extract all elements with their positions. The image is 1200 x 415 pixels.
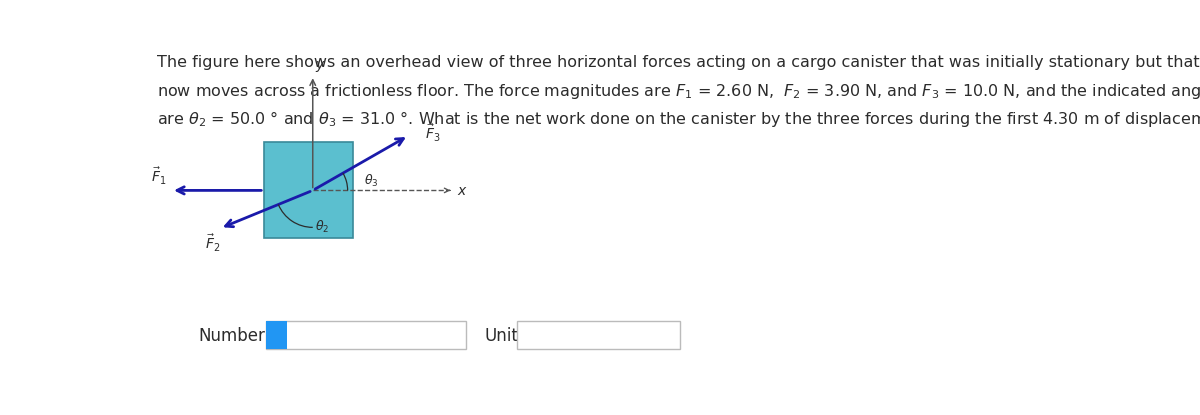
Text: ∨: ∨ — [668, 329, 679, 343]
Text: $\theta_2$: $\theta_2$ — [314, 219, 329, 235]
Text: y: y — [316, 58, 323, 72]
Text: now moves across a frictionless floor. The force magnitudes are $F_1$ = 2.60 N, : now moves across a frictionless floor. T… — [157, 82, 1200, 101]
Text: $\vec{F}_3$: $\vec{F}_3$ — [425, 122, 440, 144]
Text: Number: Number — [198, 327, 265, 345]
Text: $\vec{F}_2$: $\vec{F}_2$ — [205, 233, 221, 254]
Text: x: x — [457, 184, 466, 198]
Text: are $\theta_2$ = 50.0 $\degree$ and $\theta_3$ = 31.0 $\degree$. What is the net: are $\theta_2$ = 50.0 $\degree$ and $\th… — [157, 109, 1200, 129]
Text: Unit: Unit — [485, 327, 518, 345]
Text: $\theta_3$: $\theta_3$ — [364, 173, 378, 189]
Bar — [266, 321, 466, 349]
Polygon shape — [264, 142, 353, 238]
Text: $\vec{F}_1$: $\vec{F}_1$ — [151, 166, 167, 186]
Bar — [266, 321, 287, 349]
Text: The figure here shows an overhead view of three horizontal forces acting on a ca: The figure here shows an overhead view o… — [157, 55, 1200, 70]
Text: i: i — [274, 328, 278, 342]
Bar — [517, 321, 680, 349]
